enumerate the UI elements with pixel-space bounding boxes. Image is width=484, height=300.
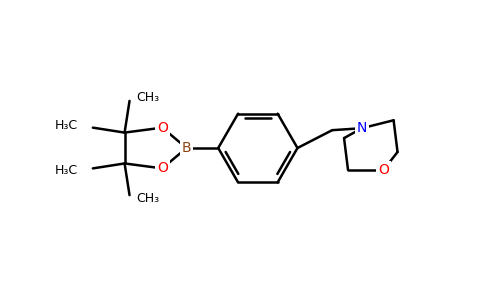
Text: CH₃: CH₃: [136, 192, 159, 205]
Text: H₃C: H₃C: [55, 164, 78, 177]
Text: CH₃: CH₃: [136, 92, 159, 104]
Text: O: O: [157, 161, 167, 176]
Text: B: B: [182, 141, 191, 155]
Text: O: O: [378, 163, 389, 177]
Text: N: N: [357, 121, 367, 135]
Text: O: O: [157, 121, 167, 135]
Text: H₃C: H₃C: [55, 119, 78, 132]
